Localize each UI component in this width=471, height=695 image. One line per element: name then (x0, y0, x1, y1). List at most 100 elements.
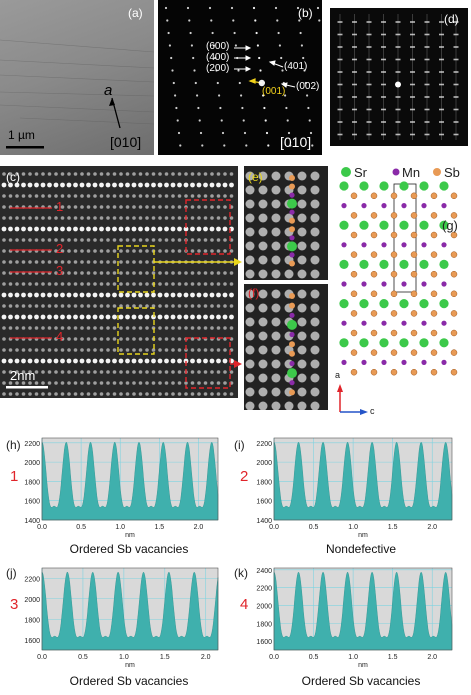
spot-002: (002) (296, 81, 320, 92)
yellow-box-2 (117, 307, 155, 355)
y-tick-label: 1400 (256, 518, 272, 525)
profile-k-label: (k) (234, 566, 248, 580)
profile-k-caption: Ordered Sb vacancies (301, 674, 421, 688)
panel-g-crystal-structure: Sr Mn Sb (g) a c (334, 160, 471, 422)
panel-c-scale-text: 2nm (10, 368, 36, 383)
panel-a-texture (0, 39, 154, 149)
x-tick-label: 1.0 (348, 654, 358, 661)
zoom-atoms (245, 171, 320, 279)
haadf-lattice (1, 172, 234, 396)
zoom-f-lattice (245, 289, 320, 410)
profile-k-line-number: 4 (240, 596, 249, 613)
panel-e-zoom: (e) (244, 166, 328, 280)
x-axis-unit: nm (358, 532, 368, 539)
x-axis-unit: nm (125, 662, 135, 669)
atom-columns (1, 172, 234, 396)
panel-f-zoom: (f) (244, 284, 328, 410)
x-tick-label: 0.5 (309, 524, 319, 531)
y-tick-label: 2000 (24, 597, 40, 604)
panel-g-label: (g) (442, 218, 458, 233)
y-tick-label: 2000 (256, 460, 272, 467)
profile-j-caption: Ordered Sb vacancies (69, 674, 189, 688)
x-tick-label: 0.0 (37, 524, 47, 531)
red-box-bottom (185, 337, 231, 389)
fft-spots (337, 14, 459, 140)
vector-a-label: a (104, 82, 113, 99)
profile-i-line-number: 2 (240, 468, 249, 485)
spot-400: (400) (206, 52, 230, 63)
axis-a-label: a (335, 370, 341, 380)
zoom-atoms (245, 289, 320, 410)
structure-atoms (339, 181, 458, 376)
y-tick-label: 2200 (24, 441, 40, 448)
panel-a-zone-axis: [010] (110, 134, 142, 150)
panel-c-overlays (6, 199, 231, 389)
panel-a-scale-text: 1 µm (8, 128, 35, 142)
line-label-1: 1 (56, 199, 64, 214)
y-tick-label: 1800 (256, 621, 272, 628)
panel-d-label: (d) (444, 12, 459, 26)
plot-frame (41, 437, 219, 521)
x-tick-label: 1.0 (115, 524, 125, 531)
panel-a-label: (a) (128, 6, 143, 20)
profile-h-caption: Ordered Sb vacancies (69, 542, 189, 556)
diffraction-pattern (164, 6, 321, 147)
y-tick-label: 1800 (24, 479, 40, 486)
x-tick-label: 0.5 (78, 654, 88, 661)
panel-c-haadf-image: (c) 1 2 3 4 2nm (0, 166, 238, 398)
y-tick-label: 1400 (24, 518, 40, 525)
spot-600: (600) (206, 41, 230, 52)
line-label-2: 2 (56, 241, 64, 256)
panel-b-diffraction: (b) (600) (400) (200) (401) (002) (001) … (158, 0, 322, 155)
y-tick-label: 2000 (256, 603, 272, 610)
y-tick-label: 2200 (256, 441, 272, 448)
y-tick-label: 1800 (256, 479, 272, 486)
y-tick-label: 2000 (24, 460, 40, 467)
x-tick-label: 2.0 (201, 654, 211, 661)
profile-i-caption: Nondefective (325, 542, 397, 556)
y-tick-label: 1600 (256, 499, 272, 506)
legend-mn-label: Mn (402, 165, 421, 180)
x-tick-label: 1.5 (388, 654, 398, 661)
x-tick-label: 1.5 (160, 654, 170, 661)
x-tick-label: 0.0 (269, 654, 279, 661)
line-label-3: 3 (56, 263, 64, 278)
legend-mn-dot (392, 168, 400, 176)
axis-triad (337, 384, 368, 415)
x-axis-unit: nm (358, 662, 368, 669)
axis-c-label: c (370, 406, 375, 416)
panel-d-fft: (d) (330, 8, 468, 146)
y-tick-label: 2200 (256, 586, 272, 593)
fft-pattern (337, 14, 459, 140)
legend-sb-label: Sb (444, 165, 460, 180)
crystal-structure (337, 167, 458, 415)
panel-a-sem-image: (a) a 1 µm [010] (0, 0, 154, 155)
scale-bar-c (6, 386, 48, 389)
x-tick-label: 0.0 (37, 654, 47, 661)
x-tick-label: 0.5 (309, 654, 319, 661)
spot-401: (401) (284, 61, 308, 72)
profile-k-chart: 2400 2200 2000 1800 1600 0.0 0.5 1.0 1.5 2.0 nm (256, 567, 453, 669)
diffraction-spots (164, 6, 321, 147)
x-tick-label: 1.5 (388, 524, 398, 531)
panel-f-label: (f) (248, 286, 260, 300)
intensity-profile (273, 441, 453, 521)
zoom-e-lattice (245, 171, 320, 279)
x-tick-label: 2.0 (427, 524, 437, 531)
red-box-top (185, 199, 231, 255)
line-label-4: 4 (56, 329, 64, 344)
y-tick-label: 1600 (24, 499, 40, 506)
scale-bar-a (6, 146, 44, 149)
y-tick-label: 2200 (24, 576, 40, 583)
profile-h-label: (h) (6, 438, 21, 452)
x-tick-label: 1.5 (154, 524, 164, 531)
legend-sb-dot (433, 168, 441, 176)
plot-frame (273, 437, 453, 521)
legend-sr-dot (341, 167, 351, 177)
legend-sr-label: Sr (354, 165, 367, 180)
x-tick-label: 0.5 (76, 524, 86, 531)
profile-h-line-number: 1 (10, 468, 19, 485)
panel-b-zone-axis: [010] (280, 134, 312, 150)
intensity-profile (41, 571, 219, 651)
x-tick-label: 1.0 (348, 524, 358, 531)
